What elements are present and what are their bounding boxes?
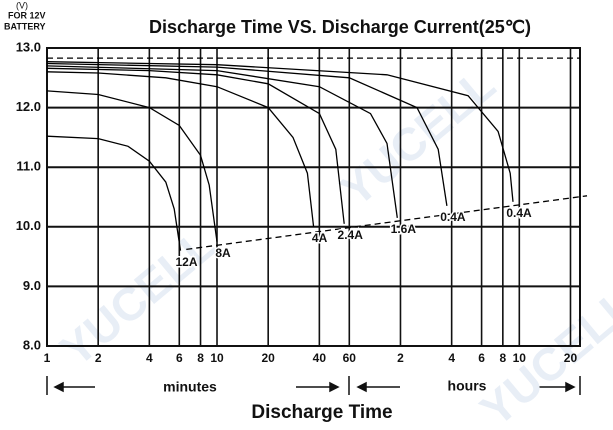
y-unit: (V)	[16, 0, 28, 10]
chart-title: Discharge Time VS. Discharge Current(25℃…	[149, 17, 531, 37]
x-axis-title: Discharge Time	[251, 402, 392, 423]
y-tick-label: 8.0	[23, 337, 41, 352]
x-tick-label: 6	[478, 351, 485, 365]
y-tick-label: 13.0	[16, 39, 41, 54]
x-unit-hours: hours	[448, 378, 487, 394]
y-tick-label: 10.0	[16, 218, 41, 233]
y-note: BATTERY	[4, 21, 46, 31]
x-tick-label: 1	[44, 351, 51, 365]
curve-label: 4A	[312, 231, 328, 245]
discharge-curve	[46, 67, 345, 224]
x-tick-label: 60	[343, 351, 357, 365]
x-tick-label: 20	[262, 351, 276, 365]
x-tick-label: 10	[513, 351, 527, 365]
y-tick-label: 12.0	[16, 99, 41, 114]
discharge-curve	[46, 62, 448, 206]
discharge-curve	[46, 65, 398, 218]
curve-label: 8A	[215, 246, 231, 260]
y-note: FOR 12V	[8, 10, 46, 20]
x-tick-label: 2	[397, 351, 404, 365]
curve-label: 0.4A	[440, 210, 466, 224]
curve-label: 0.4A	[506, 206, 532, 220]
x-tick-label: 8	[197, 351, 204, 365]
x-tick-label: 4	[448, 351, 455, 365]
discharge-curve	[46, 71, 315, 227]
x-tick-label: 4	[146, 351, 153, 365]
y-tick-label: 11.0	[16, 159, 41, 174]
x-unit-minutes: minutes	[163, 379, 217, 395]
x-tick-label: 20	[564, 351, 578, 365]
discharge-curve	[46, 61, 514, 202]
x-tick-label: 2	[95, 351, 102, 365]
curve-label: 2.4A	[338, 228, 364, 242]
curve-label: 12A	[176, 255, 198, 269]
y-tick-label: 9.0	[23, 278, 41, 293]
x-tick-label: 8	[499, 351, 506, 365]
reference-line	[186, 195, 588, 251]
plot-frame	[46, 47, 581, 347]
x-tick-label: 6	[176, 351, 183, 365]
curve-label: 1.6A	[391, 222, 417, 236]
discharge-curve	[46, 135, 182, 251]
discharge-curve	[46, 90, 218, 242]
x-tick-label: 40	[313, 351, 327, 365]
x-range-brackets	[46, 376, 581, 395]
x-tick-label: 10	[210, 351, 224, 365]
